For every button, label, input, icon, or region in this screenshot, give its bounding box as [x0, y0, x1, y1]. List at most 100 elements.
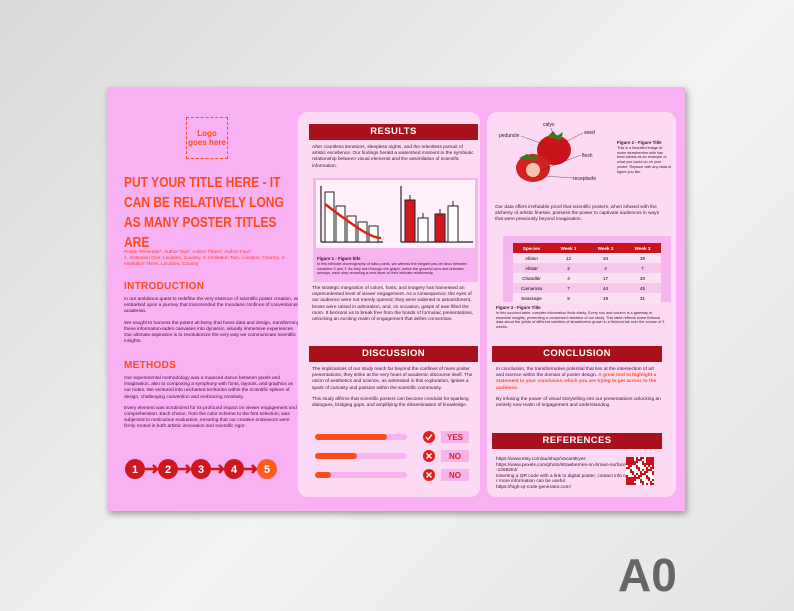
qr-cell	[630, 457, 632, 459]
qr-cell	[650, 459, 652, 461]
qr-cell	[632, 471, 634, 473]
qr-cell	[650, 463, 652, 465]
cell: Seascape	[513, 293, 550, 303]
qr-cell	[632, 479, 634, 481]
step-number: 1	[132, 464, 138, 476]
qr-cell	[630, 481, 632, 483]
qr-cell	[652, 471, 654, 473]
qr-cell	[640, 479, 642, 481]
qr-cell	[632, 481, 634, 483]
figure-caption: In this intricate choreography of data p…	[317, 261, 468, 276]
qr-cell	[646, 463, 648, 465]
table-row: Allstar 2 4 7	[513, 263, 661, 273]
qr-cell	[646, 467, 648, 469]
results-text: The strategic integration of colors, fon…	[312, 286, 474, 323]
qr-cell	[628, 457, 630, 459]
qr-cell	[628, 459, 630, 461]
cell: 7	[550, 283, 587, 293]
qr-cell	[652, 463, 654, 465]
qr-cell	[646, 475, 648, 477]
qr-cell	[652, 483, 654, 485]
icon-mark	[425, 434, 433, 441]
qr-cell	[638, 475, 640, 477]
reference: https://high-qr-code-generator.com/	[496, 484, 571, 490]
qr-cell	[632, 459, 634, 461]
paragraph: Every element was scrutinized for its pr…	[124, 405, 297, 430]
figure1: Figure 1 - Figure title In this intricate…	[313, 178, 478, 282]
qr-cell	[648, 477, 650, 479]
step-circle	[158, 459, 178, 479]
qr-cell	[626, 477, 628, 479]
table-row: Chandler 4 17 20	[513, 273, 661, 283]
data-text: Our data offers irrefutable proof that s…	[495, 205, 659, 223]
qr-cell	[652, 465, 654, 467]
table-row: Camarosa 7 44 45	[513, 283, 661, 293]
references-list: https://www.etsy.com/au/shop/VacantEyes h…	[496, 457, 626, 491]
icon	[423, 431, 435, 443]
right-panel	[487, 112, 676, 497]
qr-cell	[650, 483, 652, 485]
cell: 19	[587, 293, 624, 303]
discussion-text: The implications of our study reach far …	[312, 367, 477, 414]
qr-cell	[628, 479, 630, 481]
qr-cell	[640, 473, 642, 475]
qr-cell	[630, 479, 632, 481]
cell: 12	[550, 253, 587, 263]
paragraph: In conclusion, the transformative potent…	[496, 367, 654, 379]
poster-title: PUT YOUR TITLE HERE - IT CAN BE RELATIVE…	[124, 174, 284, 251]
authors-block: Poster Presenter¹, Author Two², Author T…	[124, 250, 302, 269]
qr-cell	[630, 459, 632, 461]
figure3-caption: Figure 3 - Figure Title In this succinct …	[496, 305, 668, 330]
table-row: Albion 12 34 39	[513, 253, 661, 263]
image-label: flesh	[582, 153, 593, 159]
figure-title: Figure 2 - Figure Title	[617, 140, 662, 145]
image-label: calyx	[543, 122, 555, 128]
step-circle	[257, 459, 277, 479]
arrow	[145, 464, 161, 474]
results-text: After countless iterations, sleepless ni…	[312, 145, 474, 169]
qr-cell	[634, 461, 636, 463]
arrow	[178, 464, 194, 474]
methods-text: Our experimental methodology was a nuanc…	[124, 376, 300, 436]
qr-code	[626, 457, 654, 485]
qr-cell	[626, 467, 628, 469]
affiliations: 1. Institution One, Location, Country, 2…	[124, 256, 286, 268]
header-cell: Week 3	[624, 243, 661, 253]
cell: Camarosa	[513, 283, 550, 293]
qr-cell	[640, 459, 642, 461]
qr-cell	[642, 473, 644, 475]
qr-cell	[646, 469, 648, 471]
cell: 31	[624, 293, 661, 303]
answer-label: YES	[447, 433, 464, 442]
fill-bar	[315, 434, 387, 440]
figure2-image	[516, 127, 584, 182]
qr-cell	[634, 477, 636, 479]
figure2-caption: Figure 2 - Figure Title This is a beautif…	[617, 140, 672, 175]
cell: 4	[587, 263, 624, 273]
table-header: Species Week 1 Week 2 Week 3	[513, 243, 661, 253]
qr-cell	[646, 457, 648, 459]
qr-cell	[648, 479, 650, 481]
qr-cell	[636, 467, 638, 469]
figure-caption: In this succinct table, complex informat…	[496, 310, 665, 330]
qr-cell	[638, 467, 640, 469]
qr-cell	[644, 473, 646, 475]
qr-cell	[650, 481, 652, 483]
section-header: RESULTS	[309, 124, 478, 140]
answer-box	[441, 450, 469, 462]
answer-box	[441, 469, 469, 481]
qr-cell	[650, 469, 652, 471]
cell: 20	[624, 273, 661, 283]
qr-cell	[640, 471, 642, 473]
qr-cell	[648, 469, 650, 471]
qr-cell	[638, 459, 640, 461]
qr-cell	[626, 479, 628, 481]
qr-cell	[626, 461, 628, 463]
qr-cell	[652, 473, 654, 475]
qr-cell	[652, 457, 654, 459]
qr-cell	[626, 481, 628, 483]
header-cell: Species	[513, 243, 550, 253]
answer-box	[441, 431, 469, 443]
qr-cell	[628, 477, 630, 479]
